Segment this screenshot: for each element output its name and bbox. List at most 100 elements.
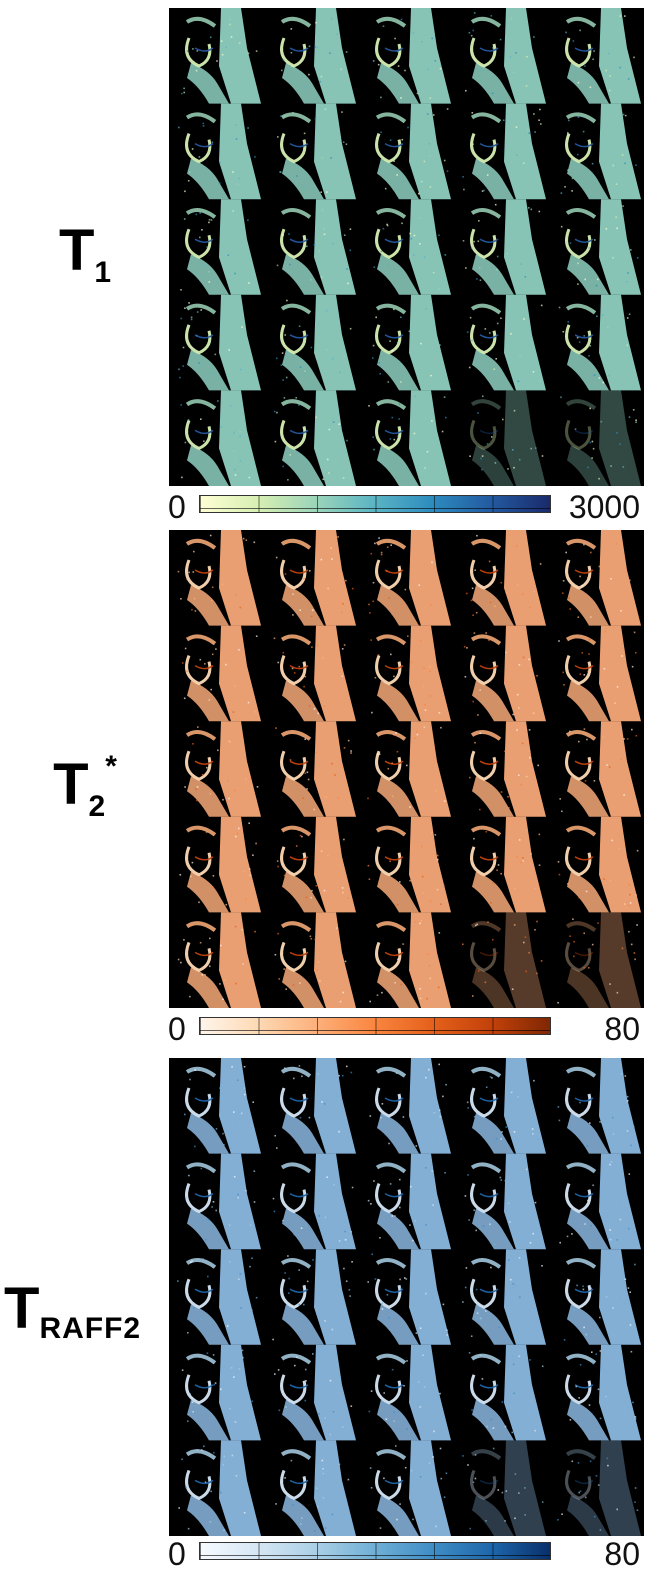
slice-tile (368, 1344, 451, 1441)
slice-tile (277, 103, 356, 200)
slice-tile (180, 199, 261, 295)
colorbar-gradient (199, 1017, 551, 1035)
slice-tile (465, 8, 546, 104)
colorbar-gradient (199, 495, 551, 513)
slice-tile (273, 390, 356, 486)
slice-tile (560, 103, 641, 200)
colorbar-max-label: 80 (604, 1011, 640, 1047)
slice-tile (275, 1440, 356, 1536)
t2star-map-montage (169, 530, 644, 1008)
slice-tile (275, 721, 356, 817)
slice-tile (559, 721, 641, 817)
t1-montage-image (178, 8, 641, 486)
panel-label-traff2: TRAFF2 (4, 1280, 168, 1344)
slice-tile (559, 1153, 641, 1250)
label-base: T (4, 1276, 40, 1341)
slice-tile (367, 1153, 451, 1250)
slice-tile (367, 721, 451, 817)
panel-label-t2star: T2 * (0, 752, 170, 822)
slice-tile (470, 816, 546, 913)
slice-tile (469, 390, 546, 486)
colorbar-min-label: 0 (168, 489, 186, 525)
slice-tile (274, 1344, 356, 1441)
colorbar-max-label: 3000 (568, 489, 640, 525)
slice-tile (184, 1058, 261, 1154)
slice-tile (557, 912, 641, 1008)
slice-tile (557, 1440, 641, 1536)
slice-tile (369, 912, 451, 1008)
slice-tile (276, 199, 356, 295)
colorbar-gradient (199, 1542, 551, 1560)
slice-tile (557, 1058, 641, 1154)
slice-tile (372, 8, 451, 104)
slice-tile (563, 1249, 641, 1345)
slice-tile (178, 1440, 261, 1536)
slice-tile (280, 8, 356, 104)
slice-tile (370, 625, 451, 722)
slice-tile (184, 721, 261, 817)
colorbar-min-label: 0 (168, 1536, 186, 1572)
slice-tile (373, 199, 451, 295)
slice-tile (181, 8, 261, 104)
slice-tile (367, 816, 451, 913)
label-subscript: 1 (94, 256, 112, 289)
slice-tile (273, 625, 356, 722)
slice-tile (272, 1249, 356, 1345)
slice-tile (177, 530, 261, 626)
slice-tile (177, 1249, 261, 1345)
t1-map-montage (169, 8, 644, 486)
slice-tile (375, 103, 451, 200)
slice-tile (276, 816, 356, 913)
slice-tile (560, 390, 641, 486)
traff2-colorbar: 0 80 (168, 1537, 646, 1571)
slice-tile (462, 912, 546, 1008)
slice-tile (560, 199, 641, 295)
slice-tile (179, 816, 261, 913)
slice-tile (367, 1249, 451, 1345)
slice-tile (178, 294, 261, 391)
slice-tile (275, 530, 356, 626)
slice-tile (565, 8, 641, 104)
slice-tile (558, 625, 641, 722)
slice-tile (274, 912, 356, 1008)
slice-tile (177, 912, 261, 1008)
t1-colorbar: 0 3000 (168, 490, 646, 524)
slice-tile (558, 294, 641, 391)
slice-tile (275, 294, 356, 391)
slice-tile (178, 103, 261, 200)
slice-tile (369, 1440, 451, 1536)
colorbar-max-label: 80 (604, 1536, 640, 1572)
slice-tile (462, 199, 546, 295)
slice-tile (462, 1440, 546, 1536)
label-subscript: RAFF2 (39, 1312, 142, 1345)
slice-tile (368, 530, 451, 626)
slice-tile (462, 1249, 546, 1345)
label-superscript: * (105, 750, 117, 783)
slice-tile (561, 530, 641, 626)
slice-tile (185, 1153, 261, 1250)
t2star-montage-image (177, 530, 641, 1008)
colorbar-min-label: 0 (168, 1011, 186, 1047)
slice-tile (466, 294, 546, 391)
slice-tile (274, 1058, 356, 1154)
traff2-montage-image (177, 1058, 641, 1536)
label-subscript: 2 (88, 790, 106, 823)
slice-tile (466, 1058, 546, 1154)
t2star-colorbar: 0 80 (168, 1012, 646, 1046)
slice-tile (181, 625, 261, 722)
slice-tile (368, 390, 451, 486)
slice-tile (462, 103, 546, 200)
slice-tile (468, 1344, 546, 1441)
slice-tile (371, 294, 451, 391)
slice-tile (272, 1153, 356, 1250)
slice-tile (180, 390, 261, 486)
panel-label-t1: T1 (0, 222, 170, 288)
label-base: T (53, 752, 89, 817)
traff2-map-montage (169, 1058, 644, 1536)
slice-tile (181, 1344, 261, 1441)
slice-tile (557, 816, 641, 913)
slice-tile (469, 721, 546, 817)
slice-tile (463, 625, 546, 722)
slice-tile (565, 1344, 641, 1441)
slice-tile (369, 1058, 451, 1154)
